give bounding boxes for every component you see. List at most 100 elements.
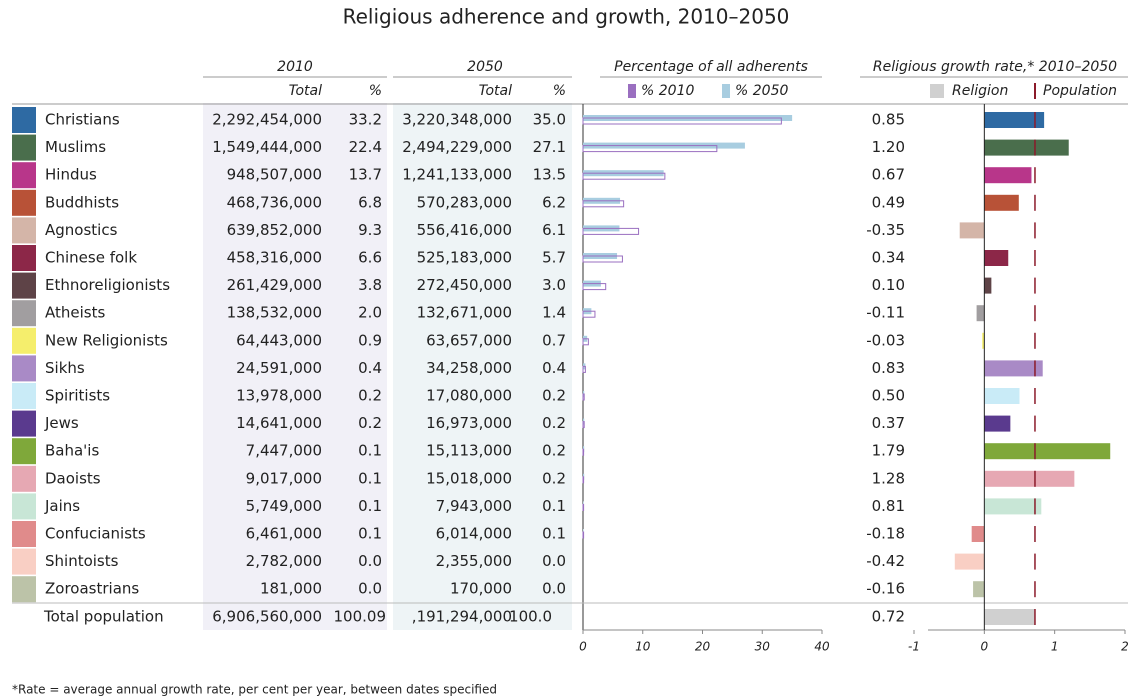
row-swatch	[12, 355, 36, 382]
growth-value: 0.37	[872, 414, 905, 432]
cell: 639,852,000	[227, 221, 322, 239]
row-swatch	[12, 576, 36, 603]
column-band-2050	[393, 103, 572, 630]
growth-value: 0.83	[872, 359, 905, 377]
cell: 6.1	[542, 221, 566, 239]
bar-2010	[582, 283, 607, 291]
row-label: New Religionists	[45, 331, 168, 349]
column-group-header: 2050	[467, 59, 503, 75]
growth-value: 1.79	[872, 442, 905, 460]
row-label: Zoroastrians	[45, 580, 139, 598]
growth-value: 0.81	[872, 497, 905, 515]
bar-2010	[582, 393, 585, 401]
cell: 7,943,000	[436, 497, 512, 515]
cell: 0.0	[358, 580, 382, 598]
cell: 0.4	[542, 359, 566, 377]
cell: 6,014,000	[436, 525, 512, 543]
bar-2010	[582, 503, 585, 511]
row-label: Jains	[44, 497, 80, 515]
column-header: Total	[479, 83, 512, 99]
cell: 2,494,229,000	[402, 138, 512, 156]
cell: 35.0	[533, 111, 566, 129]
growth-bar	[954, 553, 985, 570]
row-swatch	[12, 272, 36, 299]
growth-value: 0.72	[872, 608, 905, 626]
cell: 2.0	[358, 304, 382, 322]
growth-bar	[976, 305, 985, 322]
cell: 2,355,000	[436, 552, 512, 570]
cell: ,191,294,000	[412, 608, 512, 626]
cell: 0.2	[542, 414, 566, 432]
row-label: Chinese folk	[45, 249, 137, 267]
row-swatch	[12, 245, 36, 271]
cell: 948,507,000	[227, 166, 322, 184]
growth-value: -0.18	[866, 525, 905, 543]
cell: 0.9	[358, 331, 382, 349]
growth-bar	[984, 443, 1111, 460]
x-tick-label: 30	[755, 640, 771, 654]
column-header: %	[369, 83, 382, 99]
growth-bar	[984, 250, 1009, 266]
cell: 0.1	[358, 497, 382, 515]
growth-bar	[984, 360, 1043, 377]
cell: 525,183,000	[417, 249, 512, 267]
bar-2010	[582, 227, 640, 235]
row-swatch	[12, 162, 36, 189]
bar-2010	[582, 365, 586, 373]
cell: 132,671,000	[417, 304, 512, 322]
row-swatch	[12, 465, 36, 492]
growth-value: 0.50	[872, 387, 905, 405]
cell: 6,906,560,000	[212, 608, 322, 626]
row-swatch	[12, 107, 36, 133]
cell: 0.0	[542, 552, 566, 570]
cell: 100.09	[334, 608, 387, 626]
growth-value: -0.16	[866, 580, 905, 598]
row-swatch	[12, 521, 36, 547]
cell: 458,316,000	[227, 249, 322, 267]
cell: 100.0	[509, 608, 552, 626]
bar-2010	[582, 531, 585, 539]
cell: 15,018,000	[426, 469, 512, 487]
growth-value: 1.28	[872, 469, 905, 487]
column-header: Total	[289, 83, 322, 99]
row-swatch	[12, 189, 36, 216]
cell: 0.4	[358, 359, 382, 377]
cell: 0.2	[542, 469, 566, 487]
cell: 13,978,000	[236, 387, 322, 405]
legend-label: % 2050	[735, 83, 788, 99]
cell: 0.2	[358, 387, 382, 405]
cell: 64,443,000	[236, 331, 322, 349]
row-swatch	[12, 493, 36, 520]
x-tick-label: -1	[908, 640, 920, 654]
cell: 13.5	[533, 166, 566, 184]
legend-swatch	[722, 84, 730, 98]
row-swatch	[12, 300, 36, 327]
row-label: Spiritists	[45, 387, 110, 405]
growth-value: -0.03	[866, 331, 905, 349]
growth-value: -0.42	[866, 552, 905, 570]
cell: 0.7	[542, 331, 566, 349]
cell: 9.3	[358, 221, 382, 239]
column-header: %	[553, 83, 566, 99]
column-band-2010	[203, 103, 387, 630]
x-tick-label: 2	[1121, 640, 1129, 654]
cell: 63,657,000	[426, 331, 512, 349]
cell: 33.2	[349, 111, 382, 129]
bar-2010	[582, 310, 596, 318]
cell: 0.2	[358, 414, 382, 432]
row-label: Shintoists	[45, 552, 119, 570]
row-label: Sikhs	[45, 359, 85, 377]
legend-swatch	[628, 84, 636, 98]
growth-value: 0.85	[872, 111, 905, 129]
growth-bar	[984, 139, 1069, 156]
footnote: *Rate = average annual growth rate, per …	[12, 683, 497, 697]
row-label: Buddhists	[45, 193, 119, 211]
cell: 6.8	[358, 193, 382, 211]
row-label: Confucianists	[45, 525, 146, 543]
column-group-header: 2010	[277, 59, 313, 75]
cell: 2,292,454,000	[212, 111, 322, 129]
cell: 170,000	[450, 580, 512, 598]
row-label: Daoists	[45, 469, 101, 487]
row-label: Muslims	[45, 138, 106, 156]
